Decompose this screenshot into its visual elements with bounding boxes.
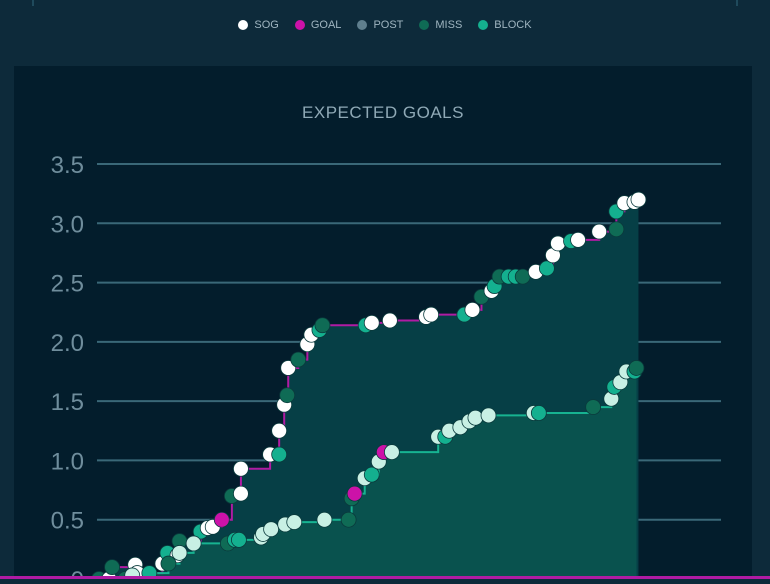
shot-point-miss[interactable]	[160, 555, 177, 572]
legend-item-sog: SOG	[238, 19, 279, 31]
shot-point-sog[interactable]	[263, 521, 280, 538]
shot-point-sog[interactable]	[233, 485, 249, 502]
legend-dot-miss	[419, 20, 430, 30]
away-xg-area	[125, 367, 637, 579]
legend-label: BLOCK	[494, 19, 532, 31]
chart-title: EXPECTED GOALS	[302, 103, 464, 122]
shot-point-miss[interactable]	[608, 221, 625, 238]
y-tick-label: 3.0	[51, 211, 84, 238]
legend-item-block: BLOCK	[478, 19, 532, 31]
legend-label: MISS	[435, 19, 463, 31]
shot-point-sog[interactable]	[233, 460, 249, 477]
shot-point-sog[interactable]	[550, 235, 566, 252]
legend-item-post: POST	[357, 19, 403, 31]
shot-point-sog[interactable]	[286, 514, 303, 530]
y-tick-label: 2.5	[51, 271, 84, 298]
shot-point-sog[interactable]	[591, 223, 608, 240]
shot-point-block[interactable]	[231, 531, 247, 548]
legend-dot-goal	[294, 20, 305, 30]
y-tick-label: 0.5	[51, 508, 84, 535]
legend-dot-sog	[238, 20, 249, 30]
shot-point-sog[interactable]	[570, 231, 586, 248]
shot-point-block[interactable]	[530, 405, 547, 421]
shot-point-sog[interactable]	[171, 545, 188, 561]
legend-item-goal: GOAL	[294, 19, 342, 31]
shot-point-sog[interactable]	[381, 312, 398, 329]
shot-point-sog[interactable]	[185, 535, 202, 552]
shot-point-block[interactable]	[538, 260, 555, 277]
shot-point-goal[interactable]	[346, 485, 363, 502]
shot-point-sog[interactable]	[480, 407, 497, 424]
shot-point-miss[interactable]	[290, 351, 307, 368]
expected-goals-chart: 00.51.01.52.02.53.03.5 EXPECTED GOALS	[51, 103, 721, 584]
y-tick-label: 1.0	[51, 448, 84, 475]
shot-point-block[interactable]	[271, 446, 288, 463]
legend-dot-block	[478, 20, 489, 30]
shot-point-sog[interactable]	[383, 444, 400, 461]
shot-point-goal[interactable]	[213, 511, 230, 528]
shot-point-miss[interactable]	[104, 559, 120, 576]
shot-point-sog[interactable]	[464, 301, 481, 318]
shot-point-sog[interactable]	[423, 306, 440, 323]
y-tick-label: 1.5	[51, 389, 84, 416]
legend-label: POST	[373, 19, 404, 31]
shot-point-sog[interactable]	[363, 314, 380, 331]
shot-point-sog[interactable]	[316, 511, 333, 528]
previous-panel-frame	[32, 0, 738, 6]
shot-point-miss[interactable]	[628, 360, 645, 376]
shot-point-miss[interactable]	[585, 399, 602, 415]
chart-legend: SOG GOAL POST MISS BLOCK	[0, 19, 770, 31]
shot-point-miss[interactable]	[279, 387, 296, 404]
y-tick-label: 3.5	[51, 152, 84, 179]
legend-dot-post	[357, 20, 368, 30]
shot-point-block[interactable]	[363, 466, 380, 483]
home-baseline	[0, 576, 770, 579]
legend-item-miss: MISS	[419, 19, 462, 31]
shot-point-sog[interactable]	[271, 422, 288, 439]
shot-point-miss[interactable]	[314, 317, 331, 334]
shot-point-sog[interactable]	[630, 191, 647, 208]
shot-point-miss[interactable]	[340, 511, 357, 528]
shot-point-sog[interactable]	[467, 409, 484, 426]
y-tick-label: 2.0	[51, 330, 84, 357]
expected-goals-panel: 00.51.01.52.02.53.03.5 EXPECTED GOALS	[14, 66, 752, 584]
legend-label: SOG	[254, 19, 279, 31]
legend-label: GOAL	[310, 19, 342, 31]
